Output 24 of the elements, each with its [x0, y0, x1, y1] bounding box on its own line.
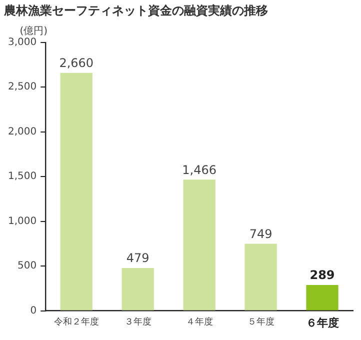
y-tick-label: 1,000	[8, 216, 37, 227]
data-label: 479	[126, 251, 150, 266]
bar	[244, 244, 277, 310]
data-label: 2,660	[59, 56, 94, 70]
data-label: 289	[310, 268, 335, 282]
bar	[60, 72, 92, 310]
chart-title: 農林漁業セーフティネット資金の融資実績の推移	[3, 3, 268, 18]
bar	[122, 268, 154, 310]
y-tick-label: 3,000	[8, 36, 37, 48]
y-tick-label: 2,000	[8, 126, 37, 138]
y-tick-label: 0	[30, 305, 37, 316]
bar	[183, 180, 216, 310]
x-tick-label: ６年度	[306, 316, 339, 330]
y-tick-label: 2,500	[8, 82, 37, 93]
y-axis-title: (億円)	[20, 24, 48, 37]
x-tick-label: 令和２年度	[54, 316, 99, 328]
y-tick-label: 500	[18, 260, 37, 272]
x-tick-label: ４年度	[186, 316, 213, 328]
x-tick-label: ５年度	[247, 316, 274, 328]
bar	[306, 284, 338, 310]
data-label: 749	[249, 226, 272, 241]
data-label: 1,466	[182, 162, 216, 177]
x-tick-label: ３年度	[124, 316, 152, 328]
y-tick-label: 1,500	[8, 171, 37, 182]
